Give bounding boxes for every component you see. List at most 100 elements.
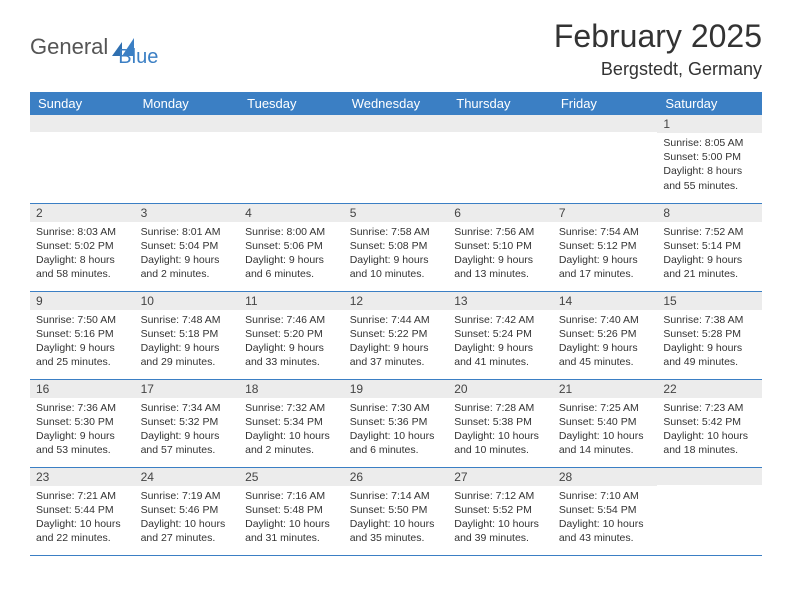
- day-cell: [657, 467, 762, 555]
- day-number: 4: [239, 204, 344, 222]
- day-details: Sunrise: 7:40 AMSunset: 5:26 PMDaylight:…: [553, 310, 658, 376]
- sunrise-text: Sunrise: 7:23 AM: [663, 401, 756, 415]
- sunrise-text: Sunrise: 7:44 AM: [350, 313, 443, 327]
- sunset-text: Sunset: 5:38 PM: [454, 415, 547, 429]
- day-details: Sunrise: 7:25 AMSunset: 5:40 PMDaylight:…: [553, 398, 658, 464]
- sunset-text: Sunset: 5:28 PM: [663, 327, 756, 341]
- week-row: 9Sunrise: 7:50 AMSunset: 5:16 PMDaylight…: [30, 291, 762, 379]
- daylight-text: Daylight: 10 hours and 35 minutes.: [350, 517, 443, 545]
- day-cell: 9Sunrise: 7:50 AMSunset: 5:16 PMDaylight…: [30, 291, 135, 379]
- daylight-text: Daylight: 10 hours and 2 minutes.: [245, 429, 338, 457]
- day-cell: 11Sunrise: 7:46 AMSunset: 5:20 PMDayligh…: [239, 291, 344, 379]
- sunset-text: Sunset: 5:44 PM: [36, 503, 129, 517]
- daylight-text: Daylight: 10 hours and 22 minutes.: [36, 517, 129, 545]
- sunrise-text: Sunrise: 7:48 AM: [141, 313, 234, 327]
- sunrise-text: Sunrise: 7:10 AM: [559, 489, 652, 503]
- sunset-text: Sunset: 5:52 PM: [454, 503, 547, 517]
- sunset-text: Sunset: 5:50 PM: [350, 503, 443, 517]
- day-number: [553, 115, 658, 132]
- sunrise-text: Sunrise: 7:32 AM: [245, 401, 338, 415]
- day-cell: 27Sunrise: 7:12 AMSunset: 5:52 PMDayligh…: [448, 467, 553, 555]
- header: General Blue February 2025 Bergstedt, Ge…: [30, 18, 762, 80]
- daylight-text: Daylight: 9 hours and 53 minutes.: [36, 429, 129, 457]
- day-number: [135, 115, 240, 132]
- day-number: 1: [657, 115, 762, 133]
- sunrise-text: Sunrise: 8:03 AM: [36, 225, 129, 239]
- sunset-text: Sunset: 5:42 PM: [663, 415, 756, 429]
- daylight-text: Daylight: 9 hours and 49 minutes.: [663, 341, 756, 369]
- sunrise-text: Sunrise: 7:19 AM: [141, 489, 234, 503]
- day-header: Monday: [135, 92, 240, 115]
- sunrise-text: Sunrise: 7:25 AM: [559, 401, 652, 415]
- day-cell: 20Sunrise: 7:28 AMSunset: 5:38 PMDayligh…: [448, 379, 553, 467]
- day-details: Sunrise: 7:28 AMSunset: 5:38 PMDaylight:…: [448, 398, 553, 464]
- sunset-text: Sunset: 5:36 PM: [350, 415, 443, 429]
- day-number: 3: [135, 204, 240, 222]
- day-cell: 21Sunrise: 7:25 AMSunset: 5:40 PMDayligh…: [553, 379, 658, 467]
- sunrise-text: Sunrise: 7:56 AM: [454, 225, 547, 239]
- sunrise-text: Sunrise: 7:52 AM: [663, 225, 756, 239]
- sunset-text: Sunset: 5:24 PM: [454, 327, 547, 341]
- daylight-text: Daylight: 9 hours and 6 minutes.: [245, 253, 338, 281]
- daylight-text: Daylight: 9 hours and 29 minutes.: [141, 341, 234, 369]
- day-details: Sunrise: 7:46 AMSunset: 5:20 PMDaylight:…: [239, 310, 344, 376]
- day-cell: 18Sunrise: 7:32 AMSunset: 5:34 PMDayligh…: [239, 379, 344, 467]
- day-details: Sunrise: 7:52 AMSunset: 5:14 PMDaylight:…: [657, 222, 762, 288]
- day-details: Sunrise: 7:30 AMSunset: 5:36 PMDaylight:…: [344, 398, 449, 464]
- day-number: 28: [553, 468, 658, 486]
- brand-logo: General Blue: [30, 24, 158, 69]
- sunset-text: Sunset: 5:00 PM: [663, 150, 756, 164]
- day-number: 8: [657, 204, 762, 222]
- daylight-text: Daylight: 9 hours and 45 minutes.: [559, 341, 652, 369]
- sunset-text: Sunset: 5:34 PM: [245, 415, 338, 429]
- day-cell: 7Sunrise: 7:54 AMSunset: 5:12 PMDaylight…: [553, 203, 658, 291]
- day-cell: 2Sunrise: 8:03 AMSunset: 5:02 PMDaylight…: [30, 203, 135, 291]
- sunrise-text: Sunrise: 7:58 AM: [350, 225, 443, 239]
- day-details: Sunrise: 7:21 AMSunset: 5:44 PMDaylight:…: [30, 486, 135, 552]
- sunrise-text: Sunrise: 7:16 AM: [245, 489, 338, 503]
- sunrise-text: Sunrise: 7:38 AM: [663, 313, 756, 327]
- day-cell: [30, 115, 135, 203]
- day-number: 25: [239, 468, 344, 486]
- day-header: Tuesday: [239, 92, 344, 115]
- sunset-text: Sunset: 5:20 PM: [245, 327, 338, 341]
- sunrise-text: Sunrise: 7:30 AM: [350, 401, 443, 415]
- daylight-text: Daylight: 10 hours and 6 minutes.: [350, 429, 443, 457]
- daylight-text: Daylight: 9 hours and 21 minutes.: [663, 253, 756, 281]
- day-cell: 14Sunrise: 7:40 AMSunset: 5:26 PMDayligh…: [553, 291, 658, 379]
- day-cell: [239, 115, 344, 203]
- day-cell: [344, 115, 449, 203]
- daylight-text: Daylight: 9 hours and 25 minutes.: [36, 341, 129, 369]
- day-number: 16: [30, 380, 135, 398]
- day-number: [239, 115, 344, 132]
- daylight-text: Daylight: 10 hours and 14 minutes.: [559, 429, 652, 457]
- day-details: Sunrise: 8:03 AMSunset: 5:02 PMDaylight:…: [30, 222, 135, 288]
- sunset-text: Sunset: 5:14 PM: [663, 239, 756, 253]
- day-details: Sunrise: 7:10 AMSunset: 5:54 PMDaylight:…: [553, 486, 658, 552]
- week-row: 16Sunrise: 7:36 AMSunset: 5:30 PMDayligh…: [30, 379, 762, 467]
- daylight-text: Daylight: 9 hours and 13 minutes.: [454, 253, 547, 281]
- day-cell: 22Sunrise: 7:23 AMSunset: 5:42 PMDayligh…: [657, 379, 762, 467]
- sunrise-text: Sunrise: 7:12 AM: [454, 489, 547, 503]
- sunset-text: Sunset: 5:12 PM: [559, 239, 652, 253]
- daylight-text: Daylight: 9 hours and 37 minutes.: [350, 341, 443, 369]
- day-details: Sunrise: 7:56 AMSunset: 5:10 PMDaylight:…: [448, 222, 553, 288]
- daylight-text: Daylight: 9 hours and 10 minutes.: [350, 253, 443, 281]
- day-cell: 3Sunrise: 8:01 AMSunset: 5:04 PMDaylight…: [135, 203, 240, 291]
- day-cell: [553, 115, 658, 203]
- day-number: [448, 115, 553, 132]
- sunset-text: Sunset: 5:54 PM: [559, 503, 652, 517]
- sunset-text: Sunset: 5:26 PM: [559, 327, 652, 341]
- day-number: 22: [657, 380, 762, 398]
- day-cell: 23Sunrise: 7:21 AMSunset: 5:44 PMDayligh…: [30, 467, 135, 555]
- day-number: [657, 468, 762, 485]
- day-cell: 6Sunrise: 7:56 AMSunset: 5:10 PMDaylight…: [448, 203, 553, 291]
- bottom-rule: [30, 555, 762, 556]
- title-block: February 2025 Bergstedt, Germany: [554, 18, 762, 80]
- day-details: Sunrise: 7:14 AMSunset: 5:50 PMDaylight:…: [344, 486, 449, 552]
- day-number: 2: [30, 204, 135, 222]
- day-details: Sunrise: 8:00 AMSunset: 5:06 PMDaylight:…: [239, 222, 344, 288]
- day-details: Sunrise: 8:01 AMSunset: 5:04 PMDaylight:…: [135, 222, 240, 288]
- day-number: 27: [448, 468, 553, 486]
- day-cell: 12Sunrise: 7:44 AMSunset: 5:22 PMDayligh…: [344, 291, 449, 379]
